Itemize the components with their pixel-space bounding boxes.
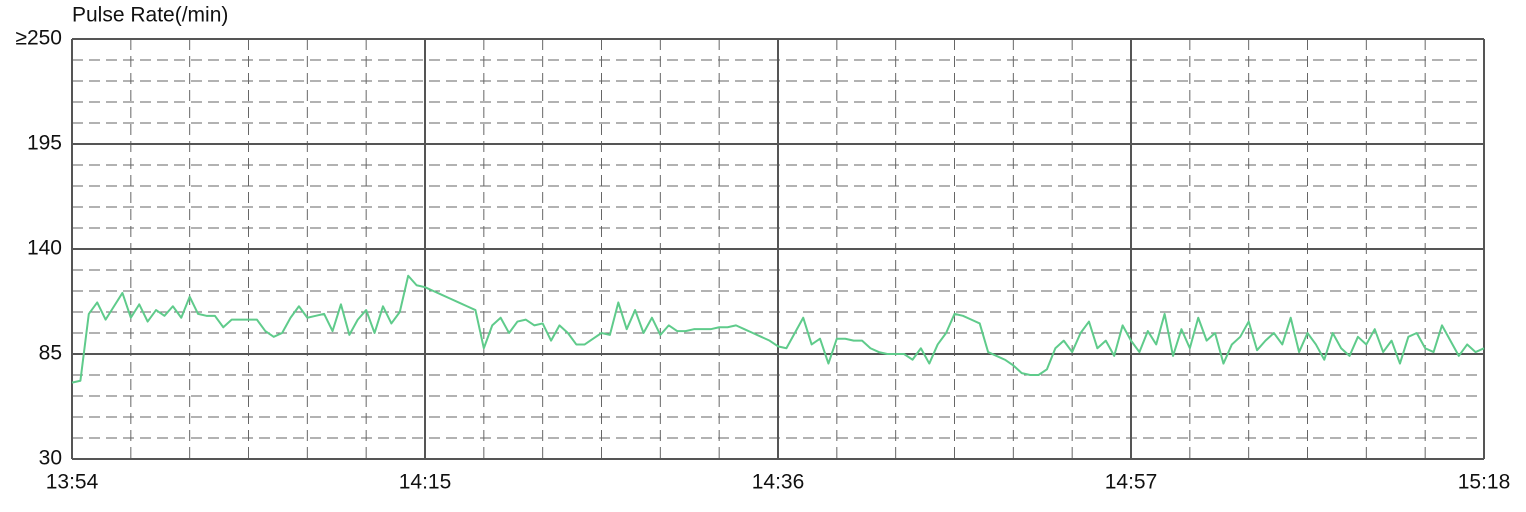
y-tick-label: 85 [39,342,62,365]
pulse-line [71,274,1485,384]
y-tick-label: 140 [27,237,62,260]
x-tick-label: 14:15 [399,471,452,494]
y-axis-label: Pulse Rate(/min) [72,4,228,27]
x-tick-label: 15:18 [1458,471,1511,494]
y-tick-label: 30 [39,447,62,470]
x-tick-label: 14:36 [752,471,805,494]
y-tick-label: ≥250 [15,27,62,50]
y-tick-label: 195 [27,132,62,155]
x-tick-label: 14:57 [1105,471,1158,494]
x-tick-label: 13:54 [46,471,99,494]
